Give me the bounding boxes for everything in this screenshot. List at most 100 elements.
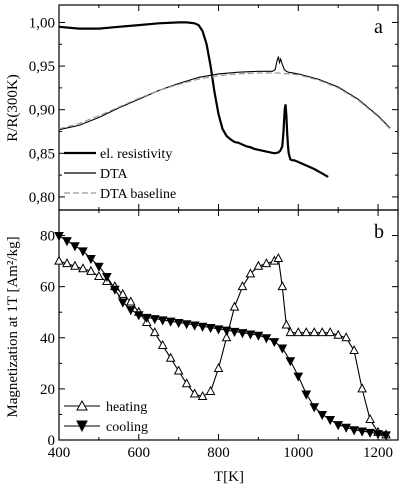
legend-resistivity-label: el. resistivity bbox=[100, 147, 172, 162]
heating-point bbox=[237, 281, 248, 291]
panel-b-frame bbox=[58, 209, 399, 441]
heating-point bbox=[173, 365, 184, 375]
heating-point bbox=[197, 390, 208, 401]
series-line-0 bbox=[58, 21, 329, 178]
heating-point bbox=[54, 255, 64, 265]
heating-point bbox=[365, 413, 375, 424]
cooling-point bbox=[213, 325, 224, 335]
cooling-point bbox=[317, 410, 328, 421]
legend-dta-baseline-label: DTA baseline bbox=[100, 187, 176, 202]
heating-point bbox=[125, 296, 136, 306]
legend-cooling-marker bbox=[76, 420, 88, 433]
cooling-point bbox=[221, 326, 232, 336]
y-tick-label: 1,00 bbox=[29, 15, 55, 31]
cooling-point bbox=[70, 242, 80, 252]
panel-b-magnetization-chart: 0 20 40 60 80 400 600 800 1000 1200 b Magnetizat… bbox=[5, 209, 399, 485]
cooling-point bbox=[78, 247, 88, 257]
panel-b-legend: heating cooling bbox=[64, 399, 148, 435]
y-tick-label: 0,90 bbox=[29, 103, 55, 119]
legend-dta-label: DTA bbox=[100, 167, 129, 182]
heating-point bbox=[285, 327, 296, 337]
panel-b-x-axis-label: T[K] bbox=[214, 469, 244, 485]
cooling-point bbox=[197, 322, 208, 332]
cooling-point bbox=[381, 431, 391, 441]
x-tick-label: 1200 bbox=[363, 445, 393, 461]
cooling-point bbox=[157, 316, 168, 326]
y-tick-label: 0 bbox=[48, 433, 56, 449]
heating-point bbox=[349, 344, 359, 355]
x-tick-label: 600 bbox=[128, 445, 151, 461]
heating-point bbox=[189, 388, 200, 398]
cooling-point bbox=[189, 321, 200, 331]
panel-a-resistivity-chart: 0,80 0,85 0,90 0,95 1,00 a R/R(300K) el. res… bbox=[5, 4, 399, 211]
heating-point bbox=[157, 339, 168, 349]
legend-heating-label: heating bbox=[106, 400, 147, 415]
y-tick-label: 60 bbox=[40, 280, 55, 296]
cooling-point bbox=[373, 430, 383, 440]
x-tick-label: 800 bbox=[207, 445, 230, 461]
heating-point bbox=[317, 327, 328, 337]
heating-point bbox=[181, 378, 192, 388]
heating-point bbox=[70, 260, 80, 270]
heating-point bbox=[165, 352, 176, 362]
heating-point bbox=[253, 260, 264, 270]
y-tick-label: 0,85 bbox=[29, 146, 55, 162]
cooling-point bbox=[365, 428, 375, 438]
heating-point bbox=[309, 327, 320, 337]
heating-point bbox=[221, 332, 232, 342]
panel-b-y-axis-label: Magnetization at 1T [Am²/kg] bbox=[5, 236, 21, 417]
heating-point bbox=[281, 319, 292, 329]
heating-point bbox=[245, 268, 256, 278]
panel-a-series bbox=[58, 21, 391, 178]
panel-b-y-ticks: 0 20 40 60 80 bbox=[40, 229, 398, 449]
legend-heating-marker bbox=[76, 399, 88, 411]
cooling-point bbox=[269, 338, 280, 348]
panel-a-legend: el. resistivity DTA DTA baseline bbox=[64, 147, 176, 202]
cooling-point bbox=[245, 330, 256, 340]
cooling-point bbox=[149, 315, 160, 325]
y-tick-label: 80 bbox=[40, 229, 55, 245]
heating-point bbox=[325, 327, 336, 337]
panel-a-y-axis-label: R/R(300K) bbox=[5, 74, 21, 142]
cooling-point bbox=[349, 426, 359, 436]
cooling-point bbox=[181, 320, 192, 330]
cooling-point bbox=[110, 285, 120, 295]
cooling-point bbox=[62, 237, 72, 247]
heating-point bbox=[293, 327, 304, 337]
y-tick-label: 40 bbox=[40, 331, 55, 347]
heating-point bbox=[333, 329, 344, 339]
cooling-point bbox=[173, 318, 184, 329]
panel-b-x-ticks: 400 600 800 1000 1200 bbox=[48, 210, 393, 461]
series-line-1 bbox=[58, 56, 391, 131]
heating-point bbox=[94, 270, 104, 280]
heating-point bbox=[62, 258, 72, 268]
cooling-point bbox=[341, 423, 351, 433]
cooling-point bbox=[325, 416, 336, 426]
heating-point bbox=[205, 385, 216, 395]
cooling-point bbox=[54, 232, 64, 242]
y-tick-label: 0,95 bbox=[29, 59, 55, 75]
cooling-point bbox=[102, 272, 112, 283]
cooling-point bbox=[253, 331, 264, 341]
cooling-point bbox=[117, 298, 128, 308]
cooling-point bbox=[125, 306, 136, 316]
cooling-point bbox=[309, 403, 320, 413]
cooling-point bbox=[94, 262, 104, 272]
legend-cooling-label: cooling bbox=[106, 420, 148, 435]
x-tick-label: 400 bbox=[48, 445, 71, 461]
heating-point bbox=[273, 252, 284, 263]
cooling-point bbox=[277, 344, 288, 354]
series-line-2 bbox=[58, 72, 391, 130]
panel-a-label: a bbox=[374, 16, 383, 38]
heating-point bbox=[78, 263, 88, 273]
cooling-point bbox=[333, 421, 344, 431]
panel-b-label: b bbox=[374, 221, 384, 243]
panel-b-series bbox=[54, 232, 391, 441]
y-tick-label: 20 bbox=[40, 382, 55, 398]
panel-a-x-ticks bbox=[58, 5, 379, 210]
cooling-point bbox=[133, 311, 144, 321]
cooling-point bbox=[165, 317, 176, 327]
heating-point bbox=[86, 265, 96, 275]
y-tick-label: 0,80 bbox=[29, 190, 55, 206]
